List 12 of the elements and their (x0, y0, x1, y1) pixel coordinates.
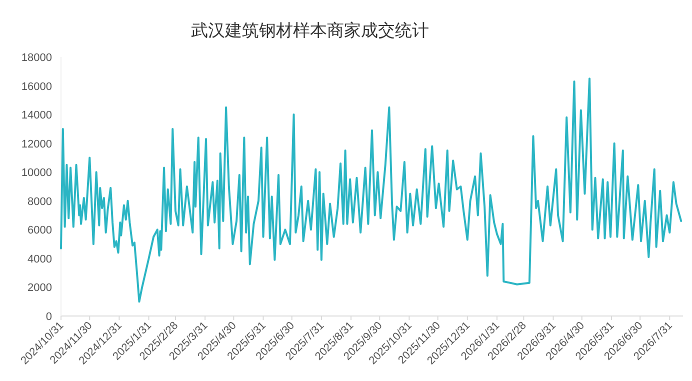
y-tick-label: 10000 (21, 167, 52, 180)
y-tick-label: 8000 (28, 196, 52, 208)
y-tick-label: 6000 (28, 224, 52, 237)
line-series (60, 78, 682, 303)
y-tick-label: 16000 (21, 80, 52, 93)
chart-title: 武汉建筑钢材样本商家成交统计 (191, 21, 429, 40)
y-tick-label: 12000 (21, 138, 52, 150)
y-tick-label: 18000 (21, 52, 52, 64)
y-tick-label: 4000 (28, 253, 52, 266)
y-tick-label: 0 (46, 311, 52, 323)
y-tick-label: 14000 (21, 110, 52, 122)
y-tick-label: 2000 (28, 282, 52, 294)
